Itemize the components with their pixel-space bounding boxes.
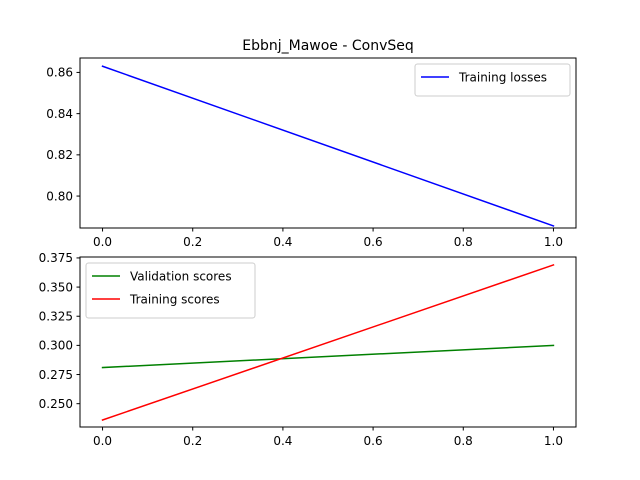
legend-box: [414, 63, 571, 97]
x-tick-label: 0.2: [183, 235, 202, 249]
x-tick-label: 0.2: [183, 434, 202, 448]
legend-label-validation-scores: Validation scores: [130, 269, 232, 283]
x-tick-label: 0.0: [93, 235, 112, 249]
legend-box: [85, 262, 256, 319]
x-tick-label: 0.8: [454, 434, 473, 448]
y-tick-label: 0.86: [46, 66, 73, 80]
y-tick-label: 0.82: [46, 148, 73, 162]
x-tick-label: 0.4: [273, 235, 292, 249]
scores-subplot: 0.0 0.2 0.4 0.6 0.8 1.0 0.250 0.275 0.300 0.325 0.…: [39, 251, 577, 448]
y-tick-label: 0.80: [46, 189, 73, 203]
axes-frame: [79, 57, 577, 229]
x-tick-label: 0.8: [454, 235, 473, 249]
y-tick-label: 0.84: [46, 107, 73, 121]
y-tick-label: 0.325: [39, 310, 73, 324]
legend: Validation scores Training scores: [85, 262, 256, 319]
legend-label-training-losses: Training losses: [458, 70, 547, 84]
x-tick-label: 1.0: [544, 434, 563, 448]
y-tick-label: 0.275: [39, 368, 73, 382]
x-tick-label: 0.6: [364, 235, 383, 249]
losses-subplot: Ebbnj_Mawoe - ConvSeq 0.0 0.2 0.4 0.6 0.8 1.0…: [46, 38, 577, 249]
x-tick-label: 0.4: [273, 434, 292, 448]
axes-frame: [79, 256, 577, 428]
x-tick-label: 0.6: [364, 434, 383, 448]
x-tick-label: 1.0: [544, 235, 563, 249]
legend-label-training-scores: Training scores: [129, 292, 220, 306]
y-tick-label: 0.300: [39, 339, 73, 353]
x-tick-label: 0.0: [93, 434, 112, 448]
series-line-training-scores: [101, 263, 555, 421]
chart-title: Ebbnj_Mawoe - ConvSeq: [242, 38, 414, 54]
y-tick-label: 0.350: [39, 280, 73, 294]
series-line-validation-scores: [101, 344, 555, 369]
y-tick-label: 0.375: [39, 251, 73, 265]
y-tick-label: 0.250: [39, 397, 73, 411]
legend: Training losses: [414, 63, 571, 97]
series-line-training-losses: [101, 65, 555, 227]
